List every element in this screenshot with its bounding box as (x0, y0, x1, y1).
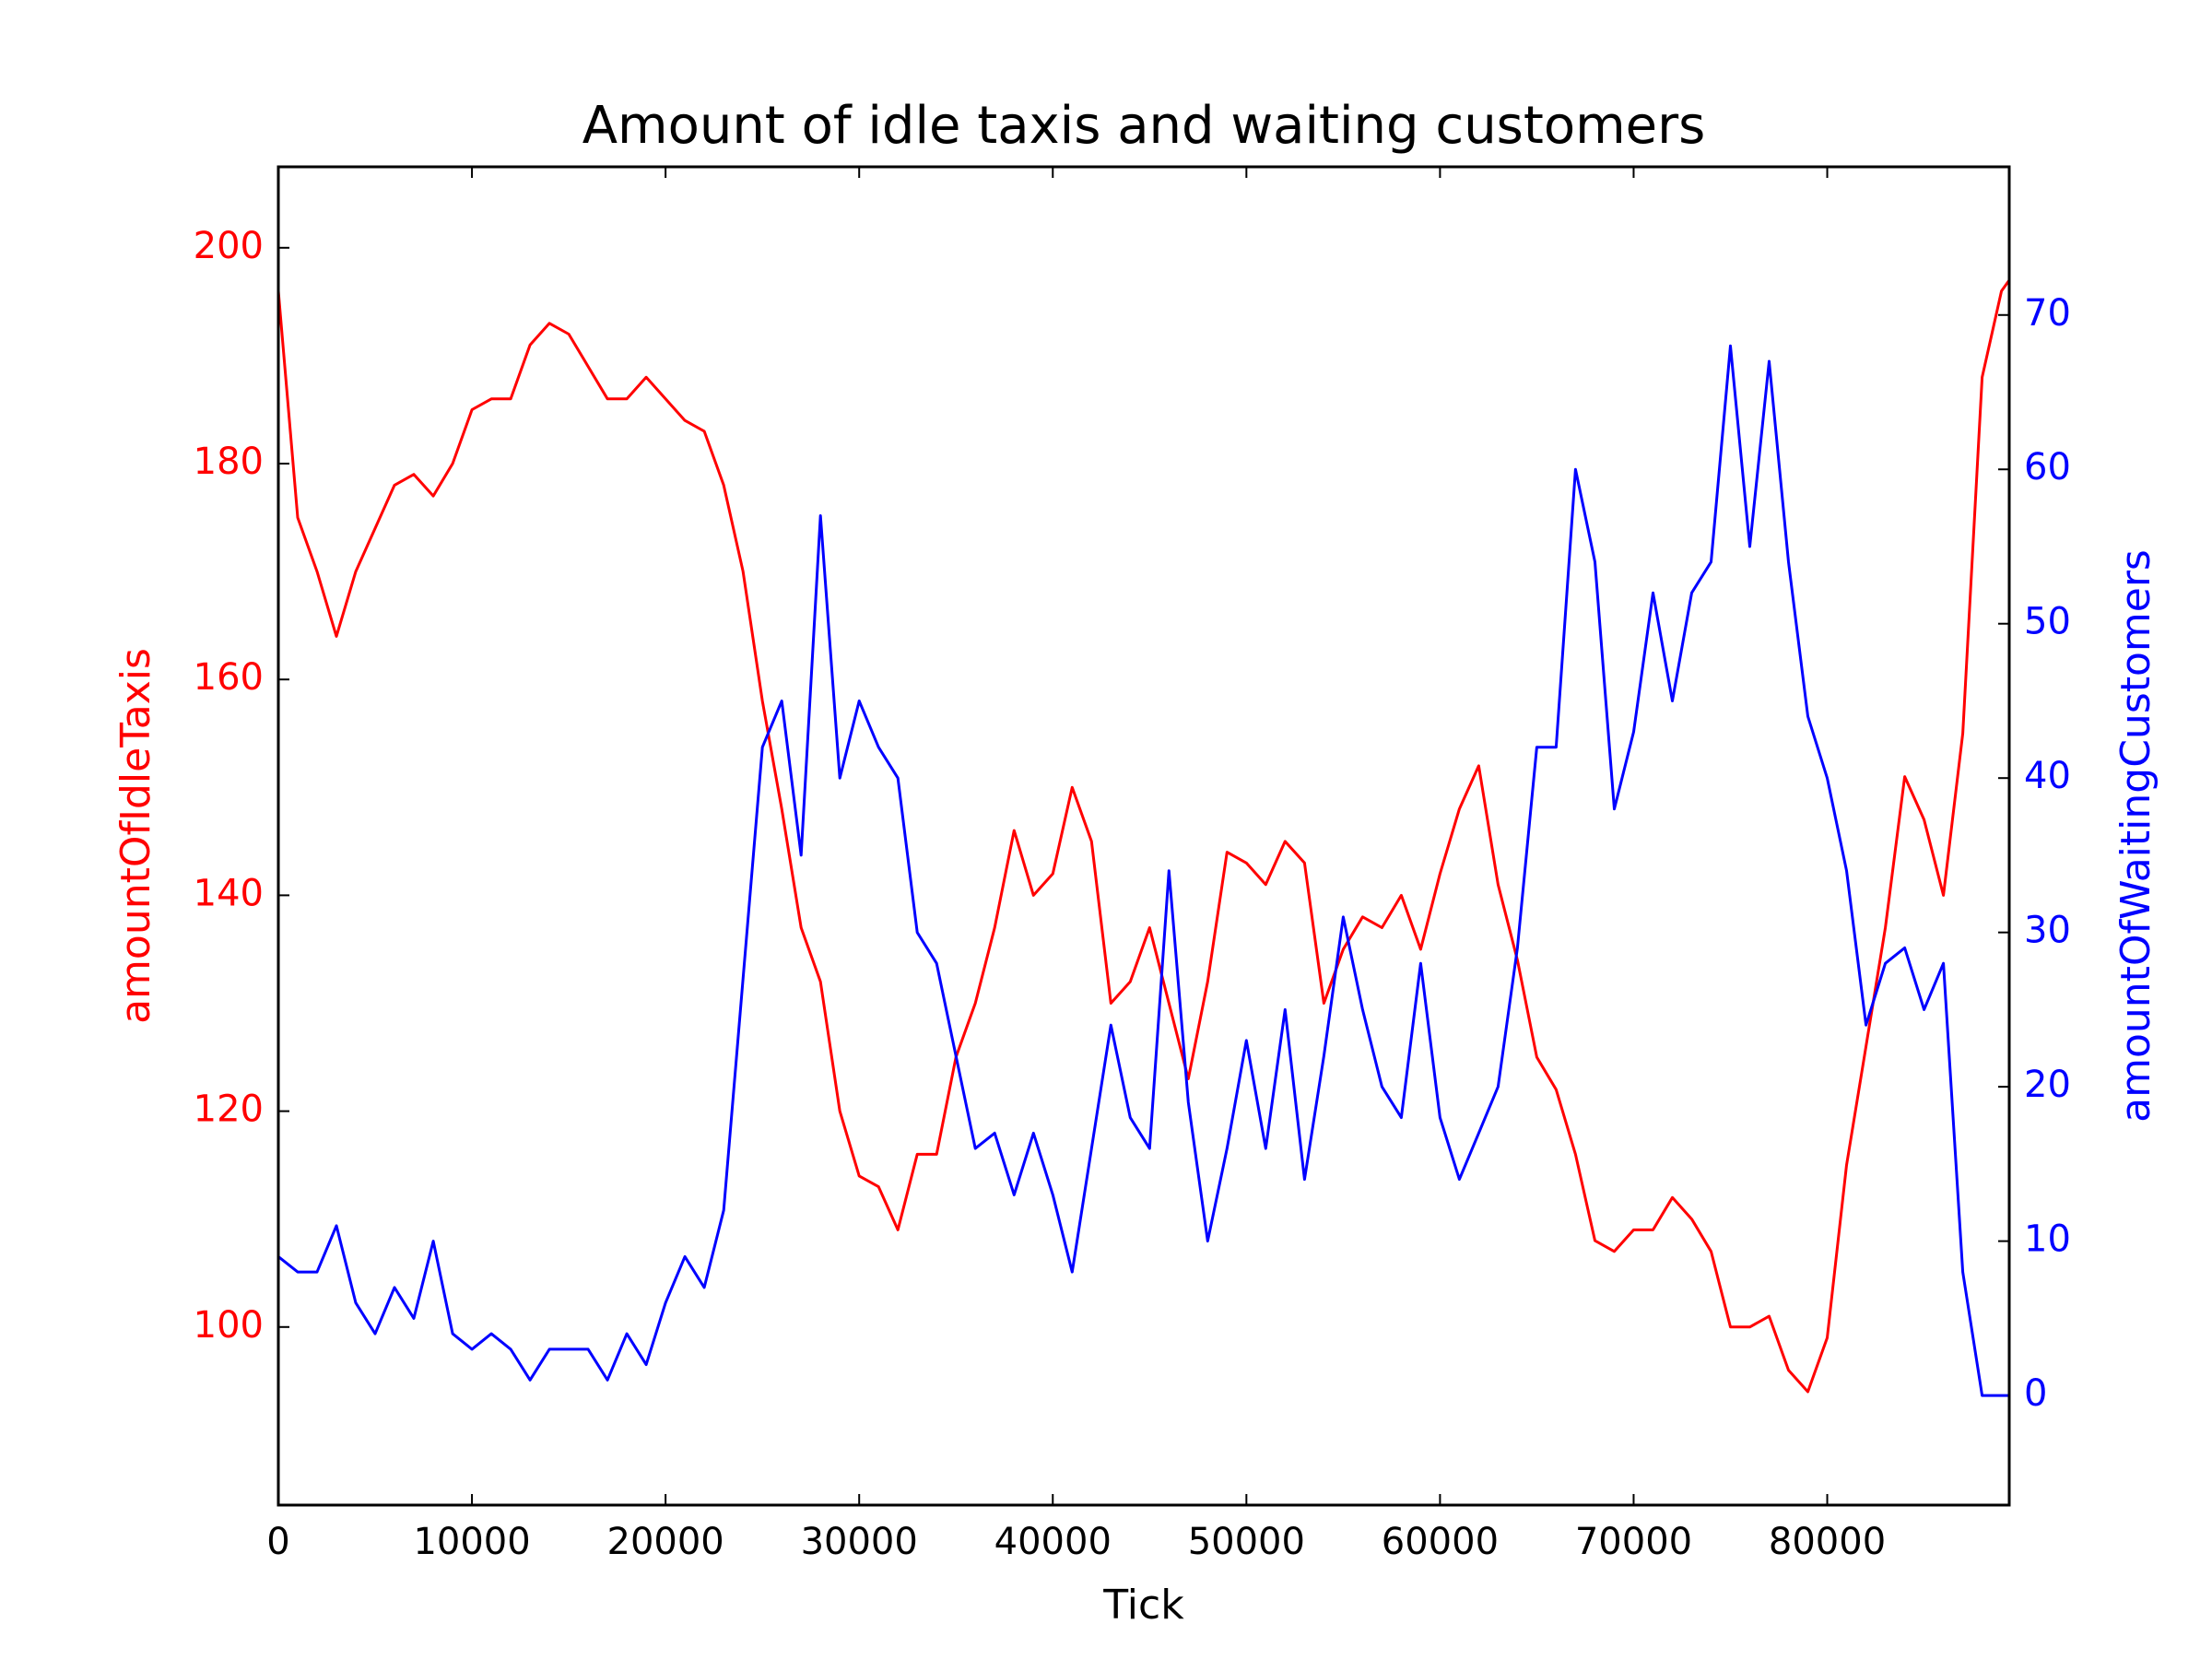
plot-frame (276, 165, 2011, 1507)
y2-tick-label: 50 (2024, 601, 2071, 643)
y2-tick-label: 20 (2024, 1064, 2071, 1106)
y-axis-label: amountOfIdleTaxis (112, 648, 159, 1024)
x-tick-label: 10000 (413, 1521, 530, 1563)
x-tick-label: 80000 (1769, 1521, 1886, 1563)
y-tick-label: 140 (194, 872, 264, 914)
y2-tick-label: 10 (2024, 1218, 2071, 1261)
x-tick-label: 30000 (801, 1521, 918, 1563)
y2-tick-label: 70 (2024, 292, 2071, 335)
x-tick-label: 50000 (1188, 1521, 1305, 1563)
y2-tick-label: 0 (2024, 1372, 2047, 1415)
y2-tick-label: 40 (2024, 755, 2071, 797)
x-axis-label: Tick (1102, 1582, 1184, 1629)
y-tick-label: 180 (194, 441, 264, 483)
data-line (277, 344, 2009, 1397)
x-tick-label: 70000 (1575, 1521, 1692, 1563)
y2-axis-label: amountOfWaitingCustomers (2112, 549, 2159, 1123)
y-tick-label: 160 (194, 656, 264, 699)
x-tick-label: 60000 (1382, 1521, 1499, 1563)
x-tick-label: 20000 (607, 1521, 724, 1563)
data-line (276, 279, 2011, 1394)
y-tick-label: 200 (194, 225, 264, 267)
y2-tick-label: 30 (2024, 910, 2071, 952)
y2-tick-label: 60 (2024, 446, 2071, 488)
chart-title: Amount of idle taxis and waiting custome… (582, 96, 1706, 156)
y-tick-label: 120 (194, 1088, 264, 1131)
y-tick-label: 100 (194, 1304, 264, 1347)
x-tick-label: 0 (266, 1521, 289, 1563)
x-tick-label: 40000 (994, 1521, 1112, 1563)
